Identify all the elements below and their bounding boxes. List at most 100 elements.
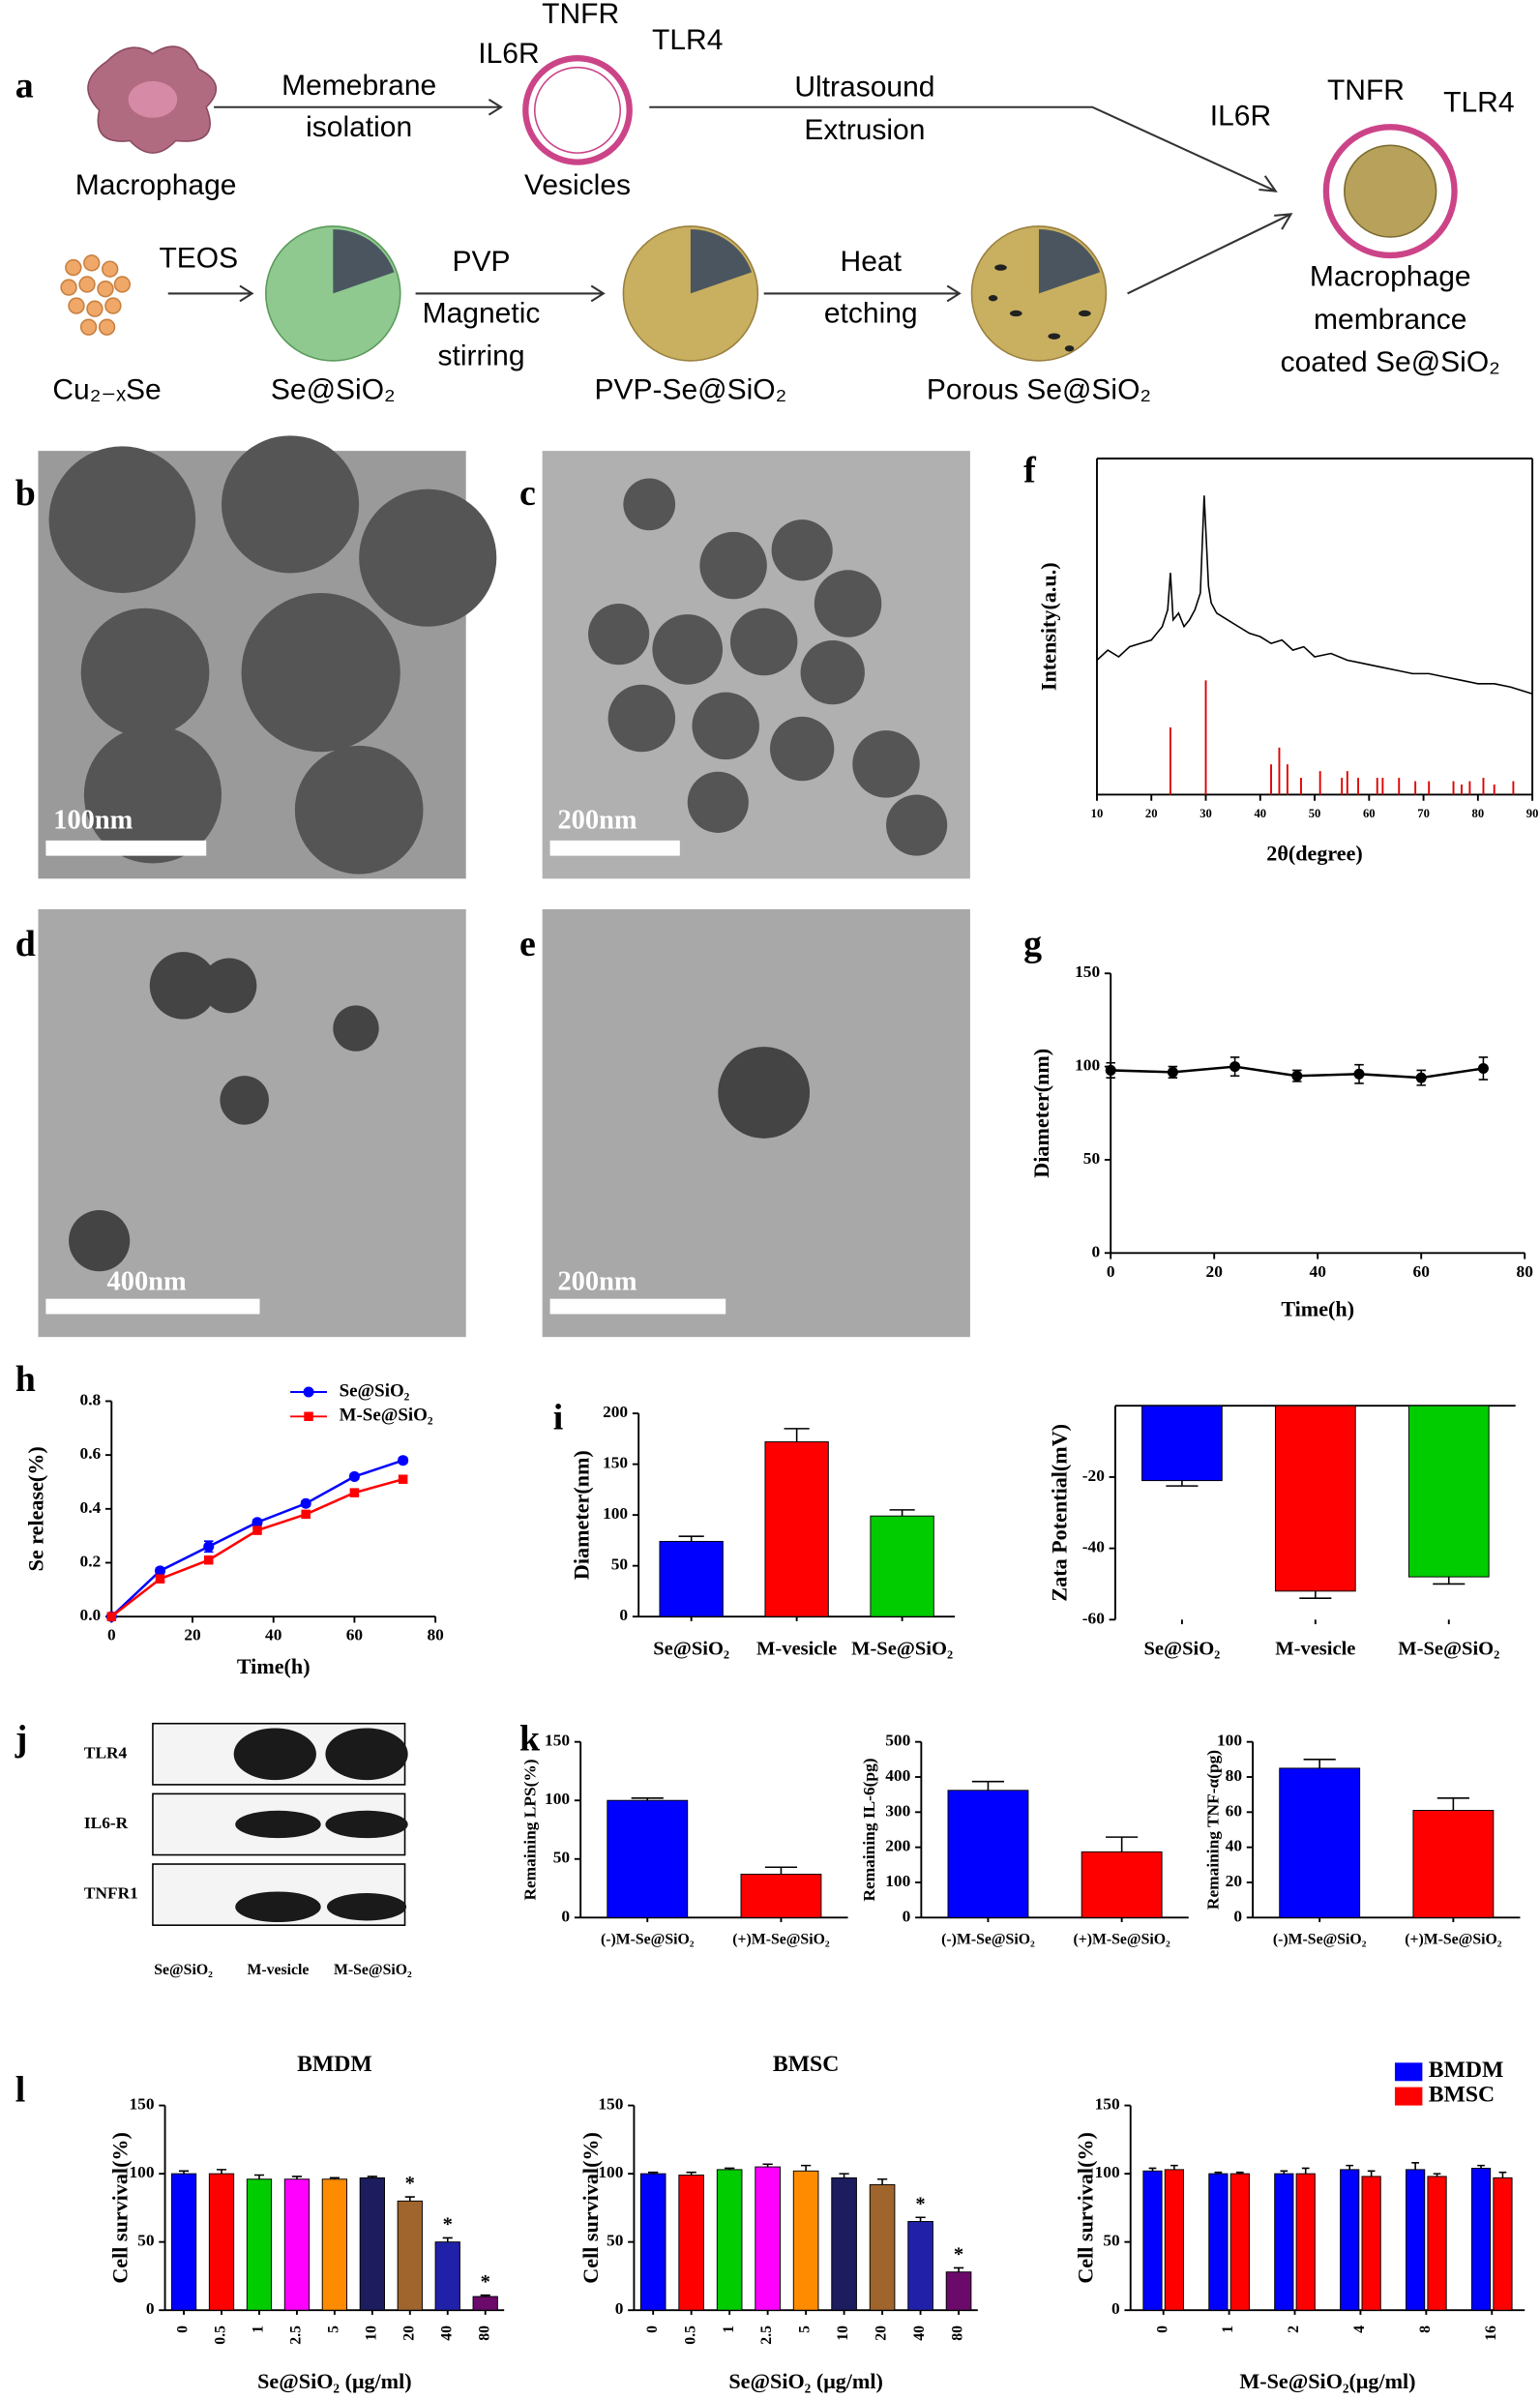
bar (1470, 2167, 1492, 2311)
marker (252, 1517, 263, 1528)
bar (1295, 2173, 1316, 2311)
chart-title: BMSC (773, 2052, 839, 2077)
y-axis-label: Remaining LPS(%) (521, 1759, 540, 1900)
y-tick-label: 0.0 (80, 1606, 102, 1624)
x-tick-label: 40 (438, 2325, 455, 2341)
bar (472, 2295, 498, 2311)
marker (154, 1565, 166, 1577)
error-bar (889, 1509, 915, 1517)
y-tick-label: 0 (1111, 2299, 1120, 2318)
diagram-label: PVP (452, 246, 510, 278)
diagram-label: PVP-Se@SiO₂ (594, 373, 786, 405)
y-tick-label: 300 (885, 1801, 910, 1820)
legend-label: BMSC (1429, 2083, 1495, 2108)
data-line (1096, 495, 1533, 695)
se-sio2 (265, 225, 401, 362)
x-tick-label: 20 (1206, 1262, 1224, 1281)
cutaway (333, 229, 395, 294)
bar (869, 2183, 896, 2311)
bar (870, 1515, 934, 1617)
bar (639, 2173, 666, 2311)
bar (1081, 1851, 1163, 1918)
tem-particles (48, 435, 497, 874)
x-tick-label: 40 (1310, 1262, 1327, 1281)
x-tick-label: 90 (1526, 807, 1539, 820)
diagram-label: Memebrane (281, 70, 436, 102)
y-tick-label: 200 (603, 1403, 628, 1421)
vesicle (522, 55, 633, 165)
panel-label: h (15, 1359, 36, 1400)
marker (1291, 1070, 1303, 1081)
error-bar (953, 2266, 964, 2272)
y-tick-label: 150 (1075, 963, 1100, 981)
significance-mark: * (915, 2193, 925, 2214)
bar (170, 2173, 197, 2311)
y-tick-label: 500 (885, 1732, 910, 1750)
panel-label: j (15, 1718, 28, 1759)
error-bar (1367, 2170, 1376, 2177)
y-tick-label: 0 (1233, 1907, 1242, 1925)
x-tick-label: (+)M-Se@SiO₂ (1405, 1932, 1502, 1948)
x-tick-label: 40 (1254, 807, 1266, 820)
x-tick-label: 20 (184, 1626, 201, 1644)
y-tick-label: 60 (1226, 1801, 1243, 1820)
y-axis-label: Cell survival(%) (107, 2132, 132, 2284)
x-axis-label: Se@SiO₂ (μg/ml) (257, 2369, 411, 2394)
x-axis-label: Se@SiO₂ (μg/ml) (728, 2369, 882, 2394)
bar (283, 2178, 311, 2311)
x-tick-label: 2.5 (288, 2325, 305, 2345)
chart: 0 50 100 150 Remaining LPS(%) (-)M-Se@SiO₂ (+)… (521, 1732, 848, 1948)
chart: -60 -40 -20 Zata Potential(mV) Se@SiO₂ M-vesi… (1048, 1405, 1516, 1660)
y-tick-label: 80 (1226, 1766, 1243, 1785)
marker (1353, 1068, 1365, 1080)
y-tick-label: 100 (1217, 1732, 1242, 1750)
error-bar (839, 2173, 849, 2178)
bar (659, 1540, 724, 1617)
scale-bar-label: 400nm (107, 1266, 187, 1296)
y-tick-label: 400 (885, 1766, 910, 1785)
x-tick-label: 20 (1145, 807, 1158, 820)
chart: 10 20 30 40 50 60 70 80 90 Intensity(a.u.) 2θ(degr… (1037, 458, 1539, 866)
blot-column-label: M-vesicle (247, 1962, 309, 1978)
cutaway (690, 229, 753, 294)
y-axis-label: Cell survival(%) (578, 2132, 603, 2284)
x-tick-label: 70 (1417, 807, 1430, 820)
x-tick-label: 2.5 (758, 2325, 775, 2345)
y-tick-label: 100 (545, 1790, 570, 1808)
bar (607, 1799, 689, 1918)
panel-label: b (15, 473, 36, 514)
y-axis-label: Zata Potential(mV) (1048, 1424, 1072, 1602)
error-bar (1346, 2164, 1354, 2170)
significance-mark: * (443, 2214, 453, 2236)
vesicle-inner (533, 66, 622, 154)
y-tick-label: 40 (1226, 1837, 1243, 1855)
x-tick-label: 40 (911, 2325, 928, 2341)
marker (1105, 1064, 1116, 1076)
error-bar (1436, 1797, 1469, 1811)
marker (106, 1612, 117, 1621)
panel-label: g (1023, 924, 1042, 964)
diagram-label: IL6R (1210, 101, 1271, 133)
diagram-label: Extrusion (804, 114, 925, 146)
y-tick-label: 100 (885, 1872, 910, 1890)
y-tick-label: 0.6 (80, 1444, 102, 1463)
blot-row-label: TNFR1 (84, 1884, 138, 1903)
x-tick-label: (-)M-Se@SiO₂ (941, 1932, 1035, 1948)
blot-column-label: Se@SiO₂ (154, 1962, 213, 1978)
marker (1415, 1072, 1427, 1083)
bar (755, 2166, 781, 2311)
arrows (167, 98, 1293, 303)
y-tick-label: -40 (1082, 1538, 1105, 1556)
western-blot (152, 1722, 408, 1926)
bar (945, 2271, 972, 2311)
error-bar (784, 1428, 810, 1442)
data-line (110, 1477, 403, 1618)
y-tick-label: 0.4 (80, 1498, 102, 1517)
bar (740, 1874, 822, 1918)
bar (1208, 2173, 1229, 2311)
y-tick-label: 150 (1095, 2095, 1120, 2114)
x-tick-label: 0.5 (682, 2325, 698, 2345)
panel-label: d (15, 924, 36, 964)
scale-bar-label: 100nm (53, 805, 133, 835)
y-tick-label: 0.8 (80, 1390, 102, 1408)
